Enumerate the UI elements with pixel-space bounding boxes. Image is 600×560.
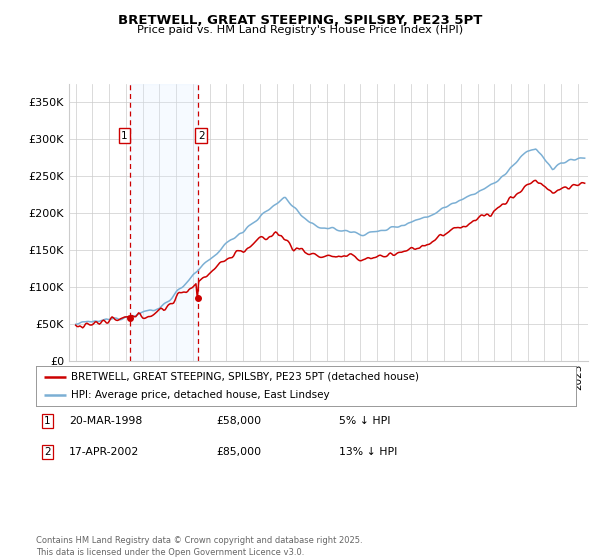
Text: 17-APR-2002: 17-APR-2002 (69, 447, 139, 457)
Text: £85,000: £85,000 (216, 447, 261, 457)
Text: Price paid vs. HM Land Registry's House Price Index (HPI): Price paid vs. HM Land Registry's House … (137, 25, 463, 35)
Text: 20-MAR-1998: 20-MAR-1998 (69, 416, 142, 426)
Text: 5% ↓ HPI: 5% ↓ HPI (339, 416, 391, 426)
Text: Contains HM Land Registry data © Crown copyright and database right 2025.
This d: Contains HM Land Registry data © Crown c… (36, 536, 362, 557)
Text: 1: 1 (44, 416, 50, 426)
Text: BRETWELL, GREAT STEEPING, SPILSBY, PE23 5PT: BRETWELL, GREAT STEEPING, SPILSBY, PE23 … (118, 14, 482, 27)
Text: 1: 1 (121, 130, 128, 141)
Text: HPI: Average price, detached house, East Lindsey: HPI: Average price, detached house, East… (71, 390, 330, 400)
Text: £58,000: £58,000 (216, 416, 261, 426)
Text: BRETWELL, GREAT STEEPING, SPILSBY, PE23 5PT (detached house): BRETWELL, GREAT STEEPING, SPILSBY, PE23 … (71, 372, 419, 381)
Text: 13% ↓ HPI: 13% ↓ HPI (339, 447, 397, 457)
Bar (130, 84, 198, 361)
Text: 2: 2 (44, 447, 50, 457)
Text: 2: 2 (198, 130, 205, 141)
